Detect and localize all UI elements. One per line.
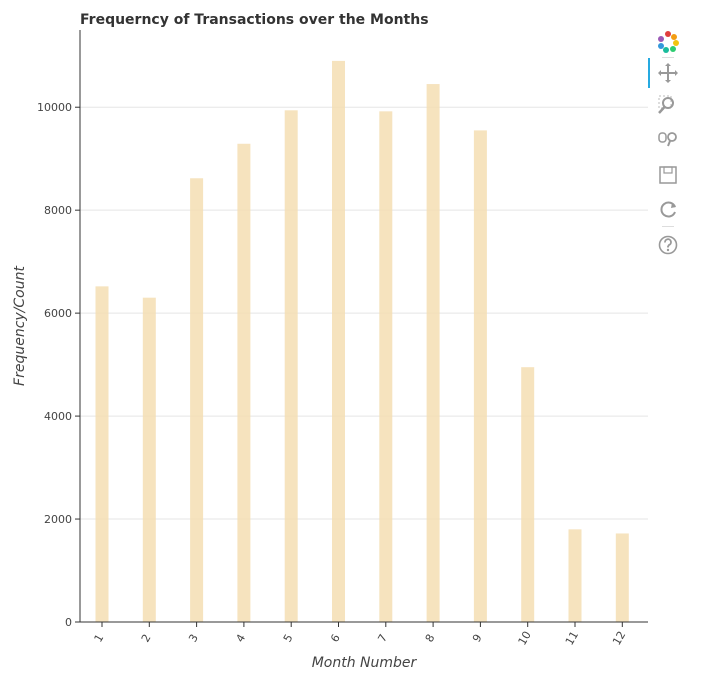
x-tick-label: 9 <box>470 632 485 645</box>
pan-tool-icon[interactable] <box>654 62 682 86</box>
bar-month-9 <box>473 130 487 622</box>
toolbar-separator <box>662 57 674 58</box>
y-tick-label: 8000 <box>44 204 72 217</box>
bar-month-4 <box>237 143 251 622</box>
chart-title: Frequerncy of Transactions over the Mont… <box>80 12 429 28</box>
x-tick-label: 7 <box>375 632 390 645</box>
x-tick-label: 3 <box>186 632 201 645</box>
box-zoom-tool-icon[interactable] <box>654 94 682 118</box>
x-tick-label: 8 <box>423 632 438 645</box>
x-tick-label: 6 <box>328 632 343 645</box>
y-ticks: 0 2000 4000 6000 8000 10000 <box>37 101 80 629</box>
x-axis-label: Month Number <box>312 655 418 671</box>
x-tick-label: 5 <box>281 632 296 645</box>
bokeh-logo-icon[interactable] <box>654 30 682 54</box>
bar-month-12 <box>615 533 629 622</box>
bar-month-5 <box>284 110 298 622</box>
x-tick-label: 2 <box>139 632 154 645</box>
axes <box>79 30 648 623</box>
bar-month-7 <box>379 111 393 622</box>
x-tick-label: 4 <box>233 632 248 645</box>
x-tick-label: 10 <box>516 629 534 648</box>
y-tick-label: 2000 <box>44 513 72 526</box>
wheel-zoom-tool-icon[interactable] <box>654 128 682 152</box>
y-tick-label: 6000 <box>44 307 72 320</box>
toolbar-separator <box>662 226 674 227</box>
bar-month-3 <box>190 178 204 622</box>
x-ticks: 1 2 3 4 5 6 7 8 9 10 11 12 <box>92 622 628 648</box>
reset-tool-icon[interactable] <box>654 198 682 222</box>
y-tick-label: 10000 <box>37 101 72 114</box>
bar-month-10 <box>521 367 535 622</box>
save-tool-icon[interactable] <box>654 164 682 188</box>
x-tick-label: 12 <box>610 629 628 648</box>
bar-month-8 <box>426 84 440 622</box>
bar-month-11 <box>568 529 582 622</box>
y-tick-label: 4000 <box>44 410 72 423</box>
y-axis-label: Frequency/Count <box>12 266 28 386</box>
bar-month-6 <box>332 60 345 622</box>
bars <box>95 60 629 622</box>
x-tick-label: 11 <box>563 629 581 648</box>
active-tool-indicator <box>648 58 650 88</box>
y-tick-label: 0 <box>65 616 72 629</box>
x-tick-label: 1 <box>92 632 107 645</box>
bar-month-2 <box>142 297 156 622</box>
bar-month-1 <box>95 286 109 622</box>
help-tool-icon[interactable] <box>654 234 682 258</box>
grid-lines <box>80 106 648 623</box>
